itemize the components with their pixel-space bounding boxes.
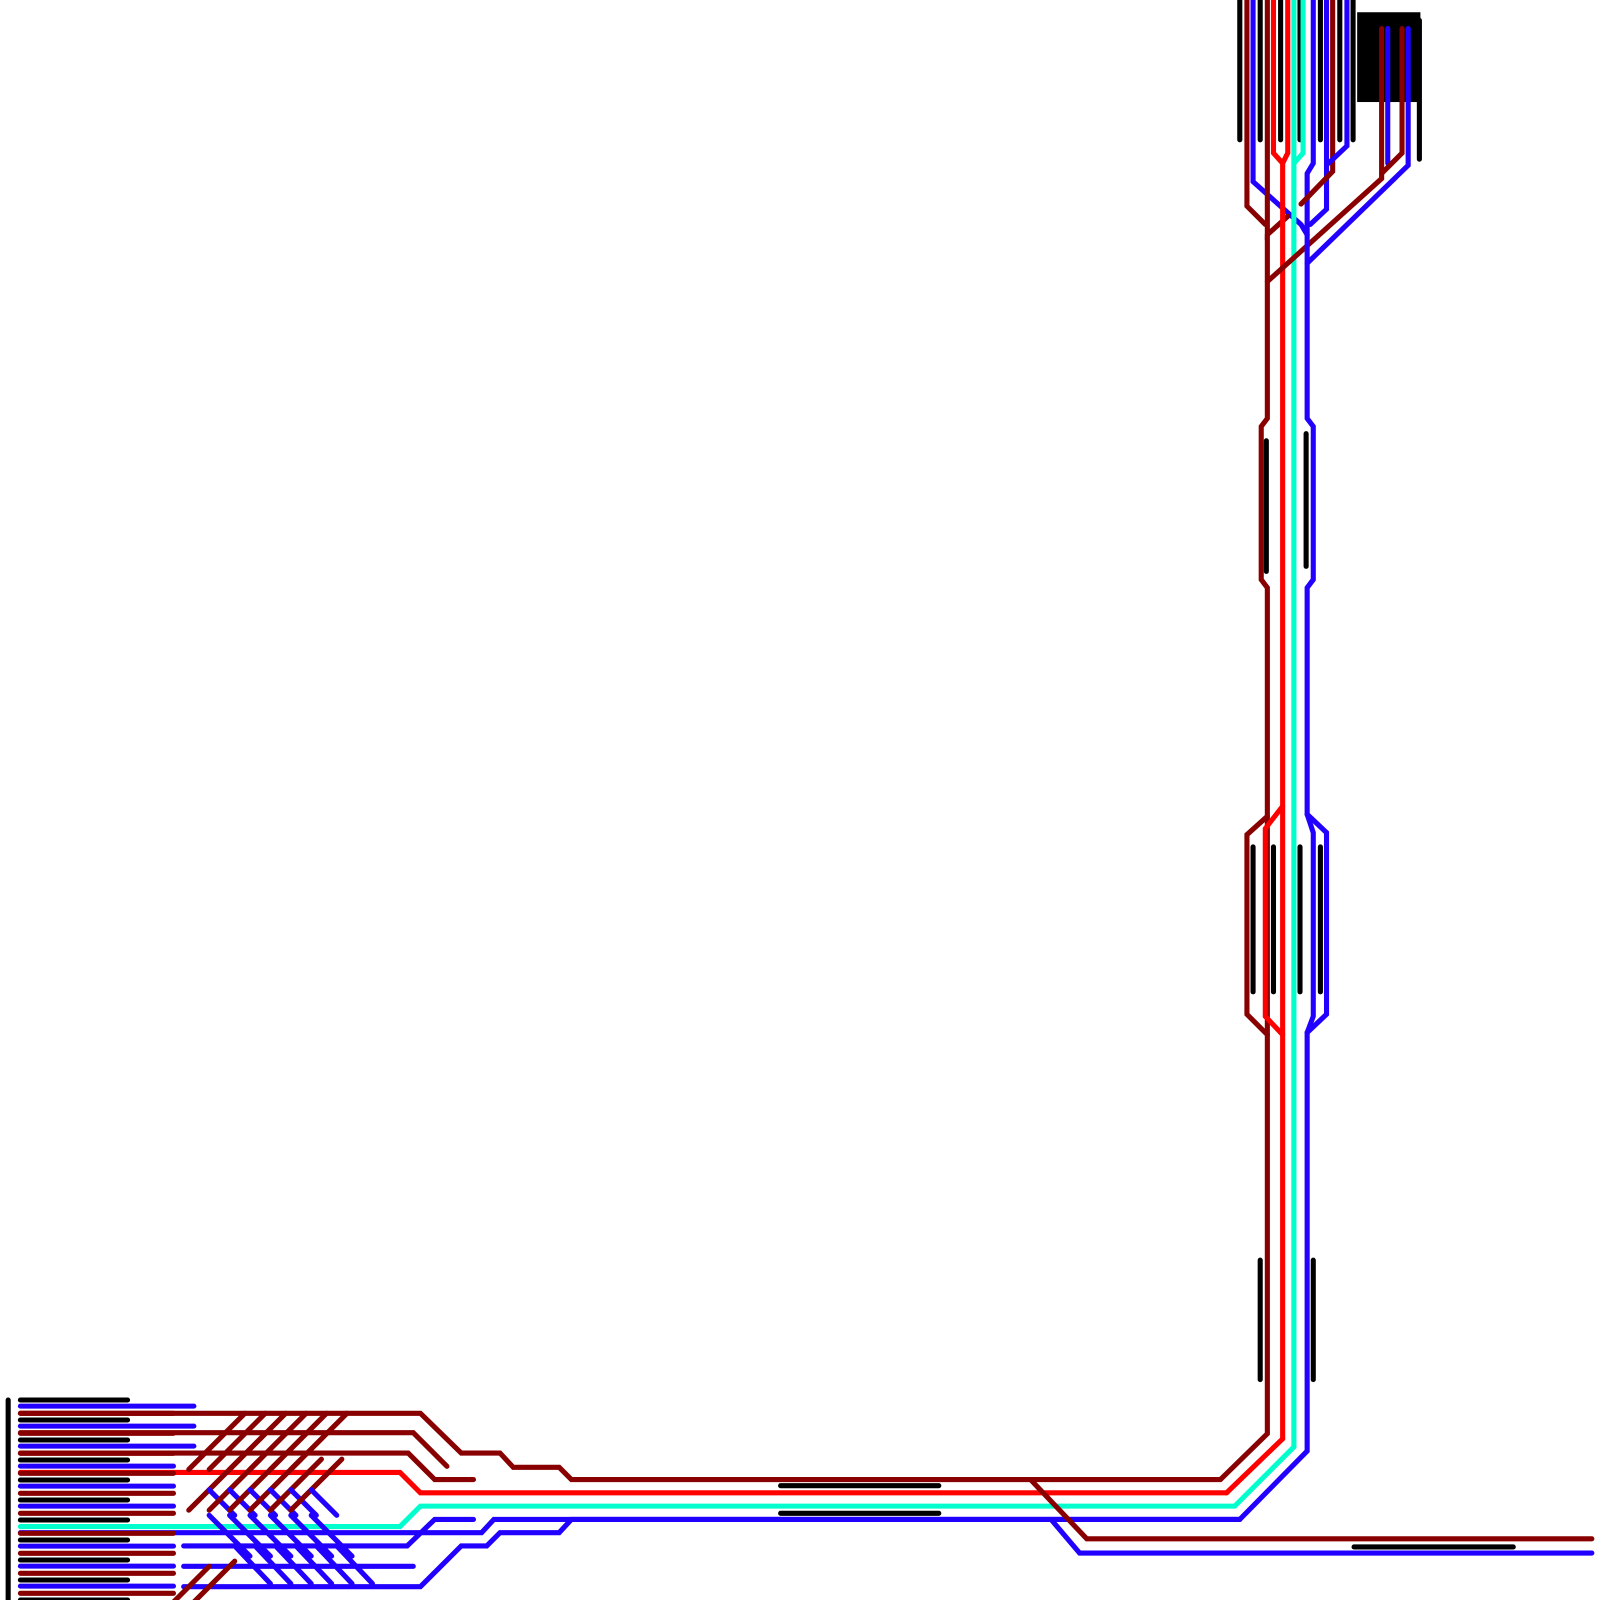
crossover-track [247, 1512, 294, 1559]
cyan-track [17, 1503, 1238, 1530]
crossover-track [313, 1543, 355, 1587]
darkred-track [1244, 0, 1268, 228]
red-track [1262, 803, 1286, 1038]
crossover-track [293, 1543, 335, 1587]
crossover-track [252, 1543, 294, 1587]
crossover-track [288, 1456, 345, 1513]
crossover-track [171, 1563, 212, 1600]
crossover-track [206, 1512, 253, 1559]
crossover-track [267, 1456, 324, 1513]
crossover-track [288, 1410, 350, 1472]
blue-track [1048, 1516, 1595, 1556]
crossover-track [192, 1558, 238, 1600]
blue-track [1304, 26, 1411, 266]
crossover-track [247, 1410, 309, 1472]
blue-track [1304, 811, 1316, 1036]
crossover-track [288, 1487, 319, 1518]
red-track [1223, 1436, 1286, 1496]
darkred-track [1028, 1477, 1595, 1542]
crossover-track [227, 1512, 273, 1559]
crossover-track [288, 1512, 335, 1559]
crossover-track [227, 1410, 289, 1472]
crossover-track [267, 1410, 330, 1472]
crossover-track [308, 1512, 355, 1559]
crossover-track [272, 1543, 314, 1587]
crossover-track [267, 1512, 314, 1559]
blue-track [1326, 0, 1350, 166]
crossover-track [334, 1543, 375, 1587]
cyan-track [1232, 1444, 1297, 1509]
darkred-track [1379, 26, 1405, 177]
darkred-track [17, 1450, 477, 1483]
crossover-track [186, 1410, 248, 1472]
cyan-track [1291, 0, 1306, 166]
blue-track [1250, 0, 1310, 238]
red-track [17, 1469, 1230, 1496]
crossover-track [308, 1487, 340, 1518]
darkred-track [17, 1410, 1223, 1483]
crossover-track [206, 1410, 268, 1472]
crossover-track [232, 1543, 273, 1587]
darkred-track [1298, 0, 1336, 207]
blue-track [181, 1516, 1243, 1590]
